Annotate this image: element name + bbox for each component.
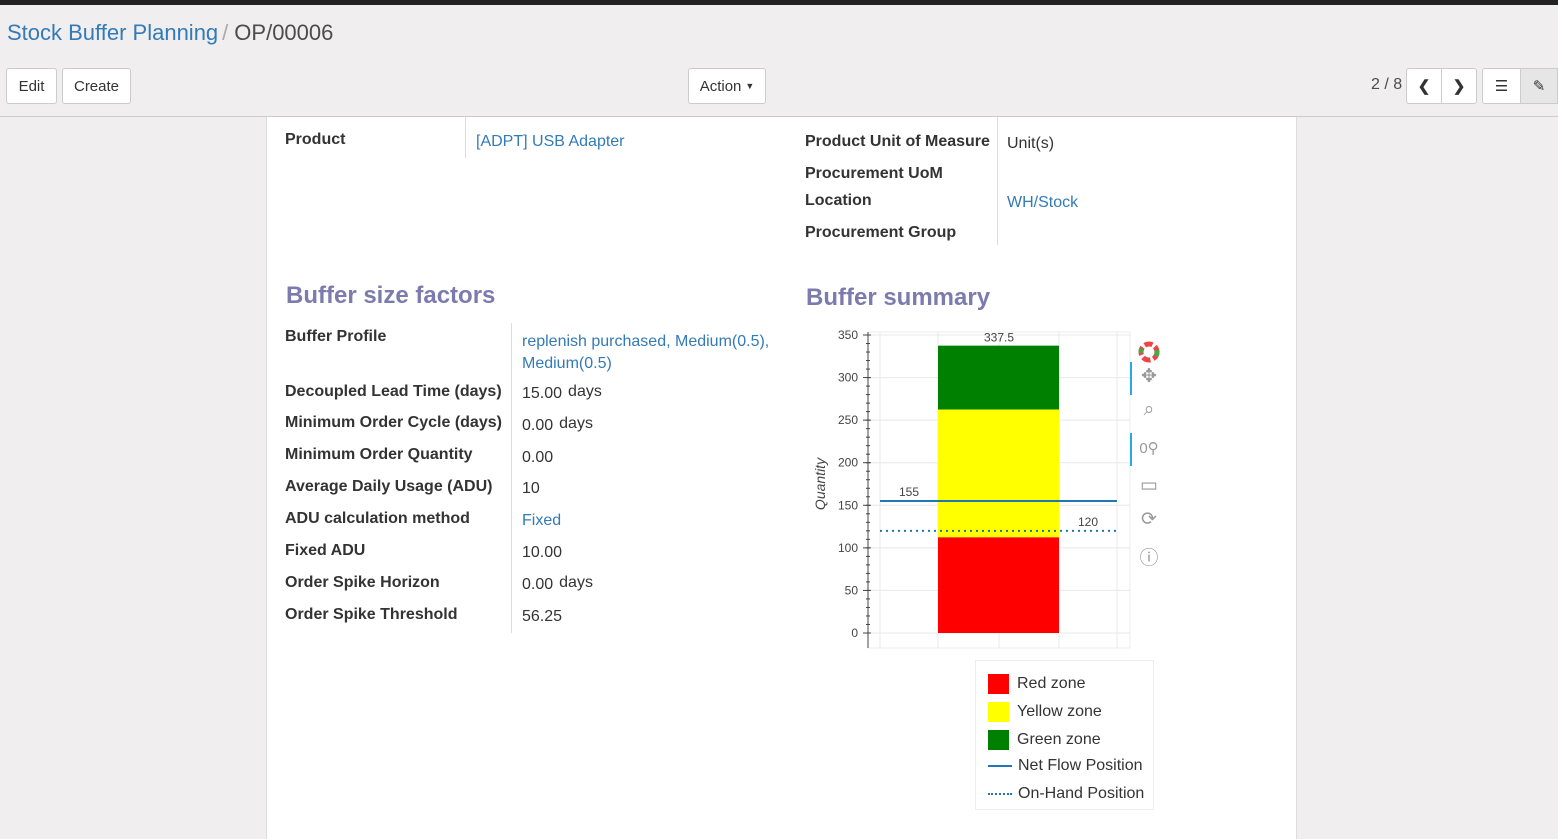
zone-data-label: 337.5 — [984, 331, 1014, 345]
y-tick-label: 0 — [851, 626, 858, 640]
swatch — [988, 730, 1009, 750]
chevron-right-icon: ❯ — [1452, 78, 1466, 95]
location-field[interactable]: WH/Stock — [1007, 194, 1079, 211]
legend-net-flow: Net Flow Position — [988, 757, 1143, 775]
y-tick-label: 350 — [838, 328, 858, 342]
divider — [465, 117, 466, 158]
value: 15.00 — [522, 385, 563, 402]
minimum-order-cycle-label: Minimum Order Cycle (days) — [285, 414, 502, 431]
minimum-order-quantity-label: Minimum Order Quantity — [285, 446, 473, 463]
y-tick-label: 100 — [838, 541, 858, 555]
bar-green-zone — [938, 345, 1059, 410]
fixed-adu-label: Fixed ADU — [285, 542, 366, 559]
buffer-profile-label: Buffer Profile — [285, 328, 387, 345]
buffer-summary-heading: Buffer summary — [806, 284, 991, 311]
legend-red-zone: Red zone — [988, 674, 1086, 694]
breadcrumb-parent[interactable]: Stock Buffer Planning — [7, 20, 219, 45]
breadcrumb-separator: / — [222, 20, 229, 45]
legend-label: Net Flow Position — [1018, 757, 1143, 774]
pan-icon[interactable]: ✥ — [1141, 366, 1157, 387]
buffer-size-factors-heading: Buffer size factors — [286, 282, 496, 309]
divider — [511, 323, 512, 633]
adu-method-label: ADU calculation method — [285, 510, 470, 527]
bar-yellow-zone — [938, 409, 1059, 538]
list-icon: ☰ — [1494, 78, 1509, 95]
legend-label: Red zone — [1017, 675, 1086, 692]
procurement-uom-label: Procurement UoM — [805, 165, 943, 182]
y-tick-label: 300 — [838, 371, 858, 385]
swatch — [988, 702, 1009, 722]
legend-yellow-zone: Yellow zone — [988, 702, 1102, 722]
unit: days — [559, 574, 593, 591]
product-field[interactable]: [ADPT] USB Adapter — [476, 133, 625, 150]
order-spike-threshold-label: Order Spike Threshold — [285, 606, 458, 623]
swatch — [988, 765, 1012, 767]
y-tick-label: 200 — [838, 456, 858, 470]
value: 0.00 — [522, 576, 554, 593]
swatch — [988, 674, 1009, 694]
buffer-profile-field[interactable]: replenish purchased, Medium(0.5), Medium… — [522, 333, 770, 372]
adu-field[interactable]: 10 — [522, 480, 540, 497]
unit: days — [568, 383, 602, 400]
divider — [997, 117, 998, 245]
create-button[interactable]: Create — [62, 68, 131, 104]
order-spike-horizon-field[interactable]: 0.00 days — [522, 574, 593, 593]
form-view-button[interactable]: ✎ — [1520, 68, 1558, 104]
edit-button[interactable]: Edit — [6, 68, 57, 104]
decoupled-lead-time-label: Decoupled Lead Time (days) — [285, 383, 502, 400]
list-view-button[interactable]: ☰ — [1482, 68, 1521, 104]
breadcrumb: Stock Buffer Planning / OP/00006 — [7, 20, 333, 46]
bar-red-zone — [938, 537, 1059, 633]
y-tick-label: 250 — [838, 413, 858, 427]
chart-legend: Red zone Yellow zone Green zone Net Flow… — [975, 660, 1154, 810]
chevron-left-icon: ❮ — [1417, 78, 1431, 95]
uom-field[interactable]: Unit(s) — [1007, 135, 1055, 152]
y-tick-label: 50 — [845, 583, 859, 597]
breadcrumb-current: OP/00006 — [234, 20, 334, 45]
order-spike-threshold-field[interactable]: 56.25 — [522, 608, 563, 625]
line-data-label: 155 — [899, 485, 919, 499]
pager-counter: 2 / 8 — [1371, 76, 1403, 93]
box-zoom-icon[interactable]: ⌕ — [1143, 399, 1155, 420]
help-icon[interactable]: ⓘ — [1139, 548, 1159, 569]
value: 0.00 — [522, 417, 554, 434]
legend-label: Green zone — [1017, 731, 1101, 748]
next-record-button[interactable]: ❯ — [1441, 68, 1477, 104]
legend-green-zone: Green zone — [988, 730, 1101, 750]
active-tool-indicator — [1130, 362, 1132, 395]
previous-record-button[interactable]: ❮ — [1406, 68, 1442, 104]
order-spike-horizon-label: Order Spike Horizon — [285, 574, 440, 591]
legend-on-hand: On-Hand Position — [988, 785, 1144, 803]
wheel-zoom-icon[interactable]: 0⚲ — [1139, 440, 1159, 457]
adu-label: Average Daily Usage (ADU) — [285, 478, 493, 495]
procurement-group-label: Procurement Group — [805, 224, 957, 241]
bokeh-logo-icon[interactable] — [1137, 340, 1161, 364]
reset-icon[interactable]: ⟳ — [1141, 509, 1157, 530]
minimum-order-cycle-field[interactable]: 0.00 days — [522, 415, 593, 434]
decoupled-lead-time-field[interactable]: 15.00 days — [522, 383, 602, 402]
location-label: Location — [805, 192, 872, 209]
fixed-adu-field[interactable]: 10.00 — [522, 544, 563, 561]
action-dropdown[interactable]: Action ▼ — [688, 68, 766, 104]
line-data-label: 120 — [1078, 515, 1098, 529]
y-tick-label: 150 — [838, 498, 858, 512]
save-icon[interactable]: ▭ — [1140, 475, 1158, 496]
edit-form-icon: ✎ — [1532, 78, 1546, 95]
swatch — [988, 793, 1012, 795]
legend-label: On-Hand Position — [1018, 785, 1145, 802]
uom-label: Product Unit of Measure — [805, 133, 990, 150]
top-bar — [0, 0, 1558, 5]
y-axis-label: Quantity — [812, 457, 828, 510]
action-label: Action — [699, 77, 742, 95]
unit: days — [559, 415, 593, 432]
minimum-order-quantity-field[interactable]: 0.00 — [522, 449, 554, 466]
header-divider — [0, 116, 1558, 117]
legend-label: Yellow zone — [1017, 703, 1102, 720]
buffer-chart[interactable]: 050100150200250300350Quantity112.5262.53… — [805, 320, 1135, 660]
adu-method-field[interactable]: Fixed — [522, 512, 562, 529]
active-tool-indicator — [1130, 433, 1132, 466]
product-label: Product — [285, 131, 346, 148]
caret-down-icon: ▼ — [745, 81, 755, 91]
